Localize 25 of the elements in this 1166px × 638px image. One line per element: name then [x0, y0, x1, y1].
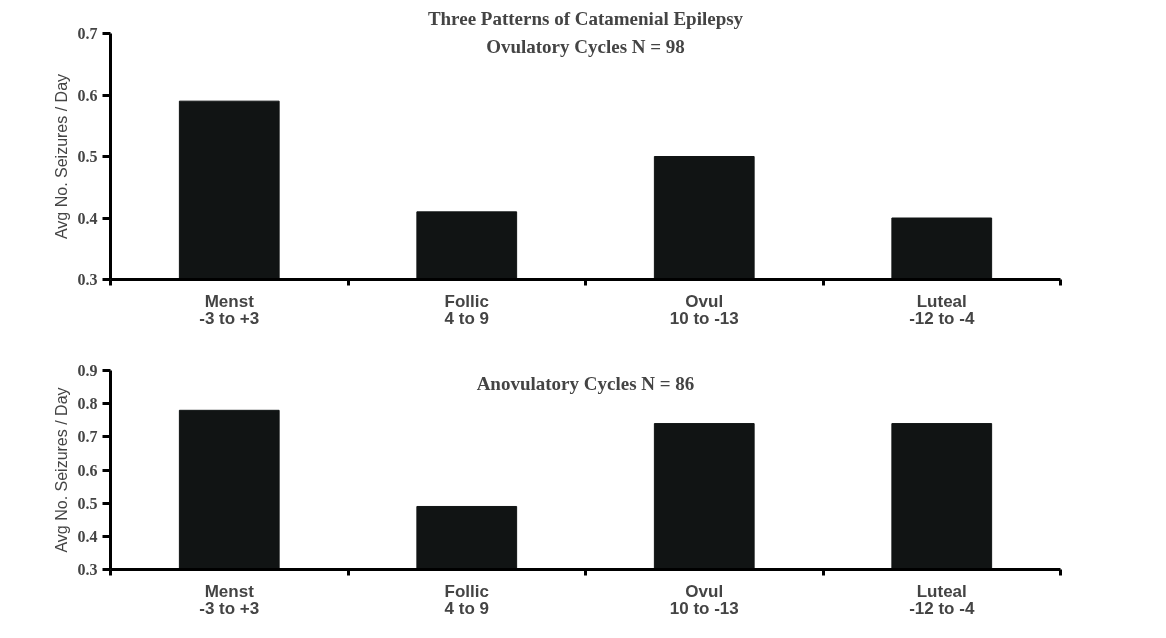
x-tick-label: Menst -3 to +3 [199, 581, 260, 618]
x-tick-label: Ovul 10 to -13 [669, 291, 739, 328]
y-tick-label: 0.3 [77, 271, 98, 288]
y-tick-label: 0.9 [77, 362, 98, 379]
y-tick-label: 0.4 [77, 209, 98, 227]
chart-title: Anovulatory Cycles N = 86 [476, 372, 695, 394]
y-tick-label: 0.3 [77, 561, 98, 578]
x-tick-label: Follic 4 to 9 [444, 291, 489, 328]
y-tick-label: 0.7 [77, 25, 98, 42]
y-tick-label: 0.7 [77, 428, 98, 446]
x-tick-label: Follic 4 to 9 [444, 581, 489, 618]
chart-subtitle: Ovulatory Cycles N = 98 [486, 35, 685, 57]
y-axis-title: Avg No. Seizures / Day [52, 73, 70, 240]
chart-title: Three Patterns of Catamenial Epilepsy [427, 7, 744, 29]
y-axis-title: Avg No. Seizures / Day [52, 387, 70, 553]
y-tick-label: 0.8 [77, 395, 98, 413]
y-tick-label: 0.4 [77, 527, 98, 545]
y-tick-label: 0.5 [77, 494, 98, 512]
x-tick-label: Ovul 10 to -13 [669, 581, 739, 618]
y-tick-label: 0.6 [77, 461, 98, 479]
y-tick-label: 0.6 [77, 86, 98, 104]
y-tick-label: 0.5 [77, 148, 98, 165]
x-tick-label: Menst -3 to +3 [199, 291, 260, 328]
x-tick-label: Luteal -12 to -4 [909, 291, 975, 328]
x-tick-label: Luteal -12 to -4 [909, 581, 975, 618]
